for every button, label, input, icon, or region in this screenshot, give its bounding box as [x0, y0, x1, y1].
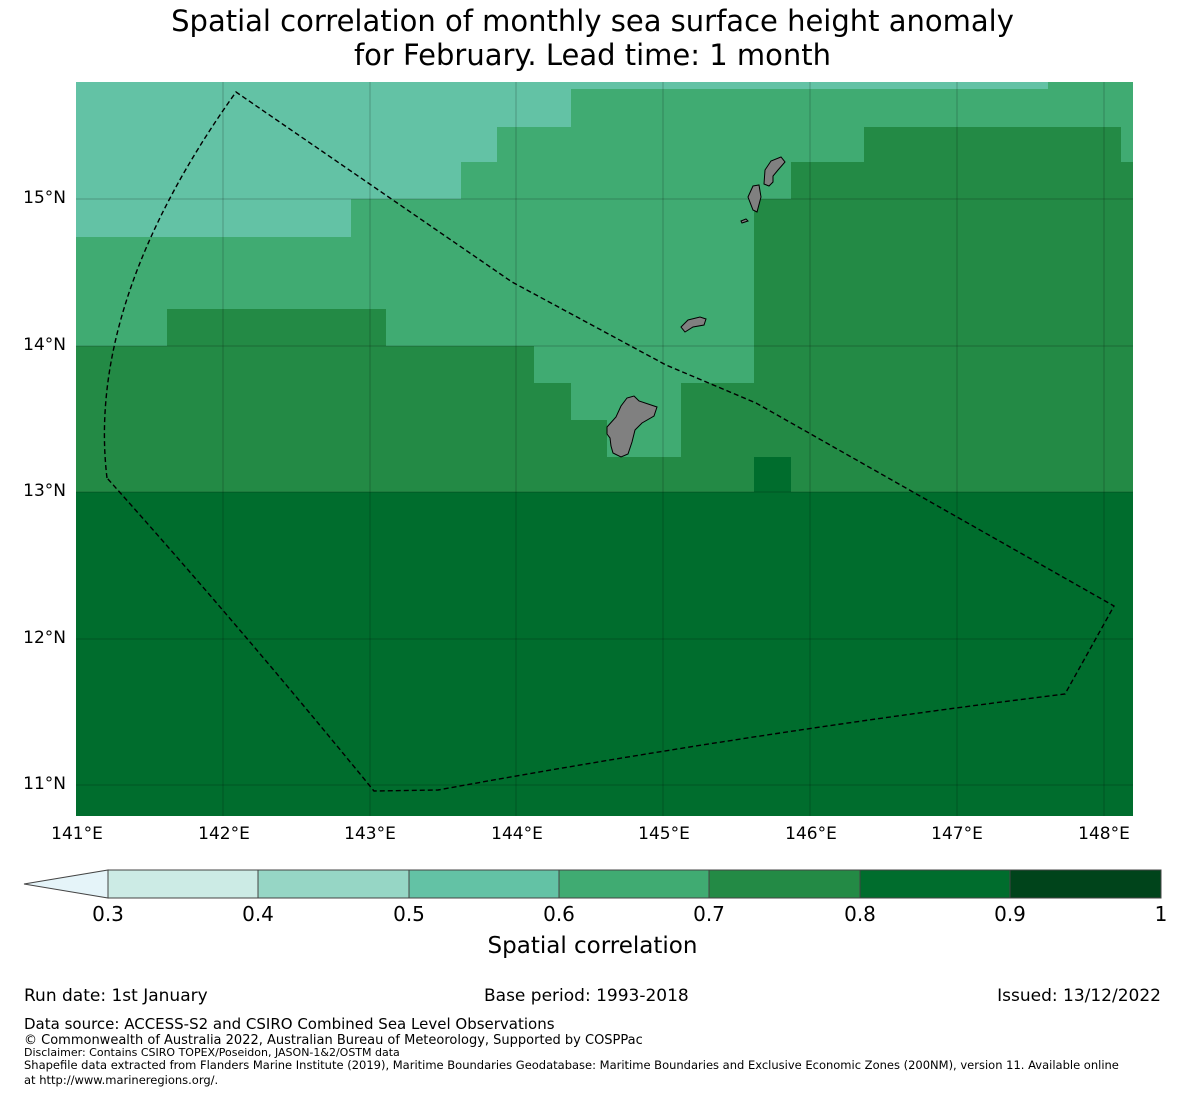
cell-0-8-0-9 [754, 457, 791, 492]
colorbar-tick-0-9: 0.9 [994, 902, 1026, 926]
eez-boundary [103, 91, 1115, 792]
lon-label-145e: 145°E [638, 824, 690, 844]
lon-label-144e: 144°E [491, 824, 543, 844]
run-date: Run date: 1st January [24, 986, 208, 1006]
band-0-8-0-9-south [76, 492, 1133, 816]
colorbar-tick-0-3: 0.3 [92, 902, 124, 926]
lon-label-142e: 142°E [198, 824, 250, 844]
lat-label-15n: 15°N [23, 188, 66, 208]
shapefile-credit-line-1: Shapefile data extracted from Flanders M… [24, 1058, 1119, 1072]
aguijan-island [740, 218, 749, 224]
guam-island [606, 395, 658, 458]
saipan-island [763, 156, 786, 187]
lon-label-146e: 146°E [785, 824, 837, 844]
colorbar-tick-0-6: 0.6 [543, 902, 575, 926]
lon-label-148e: 148°E [1078, 824, 1130, 844]
lat-label-11n: 11°N [23, 774, 66, 794]
colorbar-tick-1: 1 [1154, 902, 1168, 926]
rota-island [680, 316, 707, 333]
lat-label-13n: 13°N [23, 481, 66, 501]
base-period: Base period: 1993-2018 [484, 986, 689, 1006]
colorbar-tick-0-8: 0.8 [844, 902, 876, 926]
disclaimer: Disclaimer: Contains CSIRO TOPEX/Poseido… [24, 1046, 400, 1059]
colorbar-under-arrow [23, 869, 109, 899]
colorbar-bin-0-9-1 [1009, 869, 1162, 899]
colorbar [23, 869, 1162, 899]
colorbar-bin-0-7-0-8 [708, 869, 861, 899]
lon-label-143e: 143°E [344, 824, 396, 844]
graticule [76, 82, 1133, 816]
copyright: © Commonwealth of Australia 2022, Austra… [24, 1033, 643, 1048]
lat-label-14n: 14°N [23, 335, 66, 355]
data-source: Data source: ACCESS-S2 and CSIRO Combine… [24, 1015, 555, 1033]
region-0-5-0-6 [76, 82, 1048, 237]
colorbar-bin-0-3-0-4 [107, 869, 259, 899]
chart-title-line-2: for February. Lead time: 1 month [353, 38, 832, 72]
lat-label-12n: 12°N [23, 628, 66, 648]
correlation-map [76, 82, 1133, 816]
colorbar-bin-0-4-0-5 [257, 869, 410, 899]
lon-label-141e: 141°E [51, 824, 103, 844]
chart-title-line-1: Spatial correlation of monthly sea surfa… [171, 4, 1014, 38]
colorbar-bin-0-6-0-7 [558, 869, 710, 899]
colorbar-tick-0-4: 0.4 [242, 902, 274, 926]
colorbar-tick-0-5: 0.5 [393, 902, 425, 926]
colorbar-tick-0-7: 0.7 [693, 902, 725, 926]
lon-label-147e: 147°E [931, 824, 983, 844]
colorbar-bin-0-8-0-9 [859, 869, 1011, 899]
tinian-island [747, 184, 762, 213]
issued-date: Issued: 13/12/2022 [997, 986, 1161, 1006]
colorbar-label: Spatial correlation [487, 933, 698, 959]
shapefile-credit-line-2: at http://www.marineregions.org/. [24, 1073, 219, 1087]
land-islands [606, 156, 786, 458]
colorbar-bin-0-5-0-6 [408, 869, 560, 899]
